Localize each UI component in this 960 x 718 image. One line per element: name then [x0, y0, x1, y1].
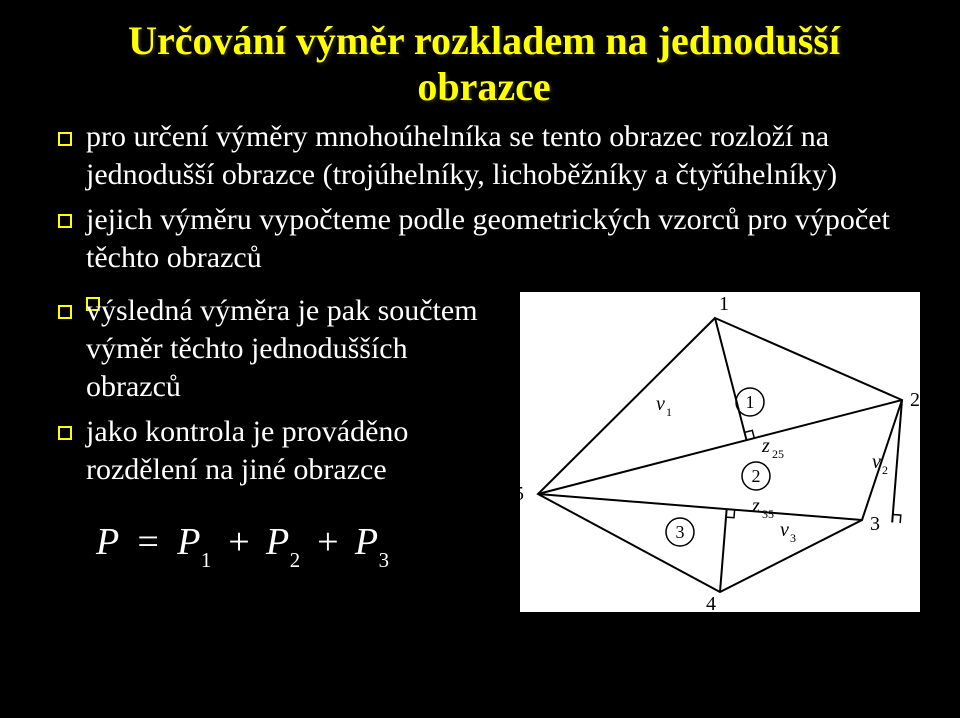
- bullet-list-2: výsledná výměra je pak součtem výměr těc…: [48, 292, 506, 490]
- svg-text:v: v: [872, 451, 881, 473]
- formula-term: P: [355, 521, 379, 563]
- diagram: v1v2v3z25z3512312345: [520, 292, 920, 612]
- svg-text:1: 1: [746, 392, 755, 412]
- svg-text:v: v: [656, 393, 665, 415]
- bullet-item: jako kontrola je prováděno rozdělení na …: [58, 413, 506, 490]
- svg-text:1: 1: [719, 293, 729, 315]
- svg-text:3: 3: [870, 513, 880, 535]
- bullet-text: jejich výměru vypočteme podle geometrick…: [86, 203, 890, 274]
- formula: P = P1 + P2 + P3: [96, 520, 506, 569]
- svg-text:v: v: [780, 519, 789, 541]
- slide-title: Určování výměr rozkladem na jednodušší o…: [48, 18, 920, 110]
- bullet-item: výsledná výměra je pak součtem výměr těc…: [58, 292, 506, 407]
- bullet-text: pro určení výměry mnohoúhelníka se tento…: [86, 120, 837, 191]
- svg-text:2: 2: [910, 389, 920, 411]
- svg-text:z: z: [751, 495, 760, 517]
- formula-term: P: [177, 521, 201, 563]
- svg-text:z: z: [761, 435, 770, 457]
- formula-plus: +: [311, 521, 345, 563]
- formula-lhs: P: [96, 521, 119, 563]
- formula-sub: 3: [379, 548, 390, 572]
- formula-sub: 1: [201, 548, 212, 572]
- svg-text:2: 2: [752, 466, 761, 486]
- bullet-item: jejich výměru vypočteme podle geometrick…: [58, 201, 920, 284]
- formula-sub: 2: [290, 548, 301, 572]
- svg-text:35: 35: [762, 507, 774, 521]
- svg-text:3: 3: [790, 531, 796, 545]
- svg-text:4: 4: [706, 593, 716, 612]
- bullet-text: jako kontrola je prováděno rozdělení na …: [86, 415, 408, 486]
- formula-eq: =: [129, 521, 167, 563]
- title-line-2: obrazce: [417, 64, 550, 109]
- formula-plus: +: [222, 521, 256, 563]
- svg-text:3: 3: [676, 522, 685, 542]
- svg-text:1: 1: [666, 405, 672, 419]
- slide: Určování výměr rozkladem na jednodušší o…: [0, 0, 960, 718]
- bullet-text: výsledná výměra je pak součtem výměr těc…: [86, 294, 478, 404]
- svg-text:25: 25: [772, 447, 784, 461]
- formula-term: P: [266, 521, 290, 563]
- svg-text:5: 5: [520, 483, 524, 505]
- svg-text:2: 2: [882, 463, 888, 477]
- bullet-list: pro určení výměry mnohoúhelníka se tento…: [48, 118, 920, 284]
- bullet-item: pro určení výměry mnohoúhelníka se tento…: [58, 118, 920, 195]
- title-line-1: Určování výměr rozkladem na jednodušší: [128, 18, 840, 63]
